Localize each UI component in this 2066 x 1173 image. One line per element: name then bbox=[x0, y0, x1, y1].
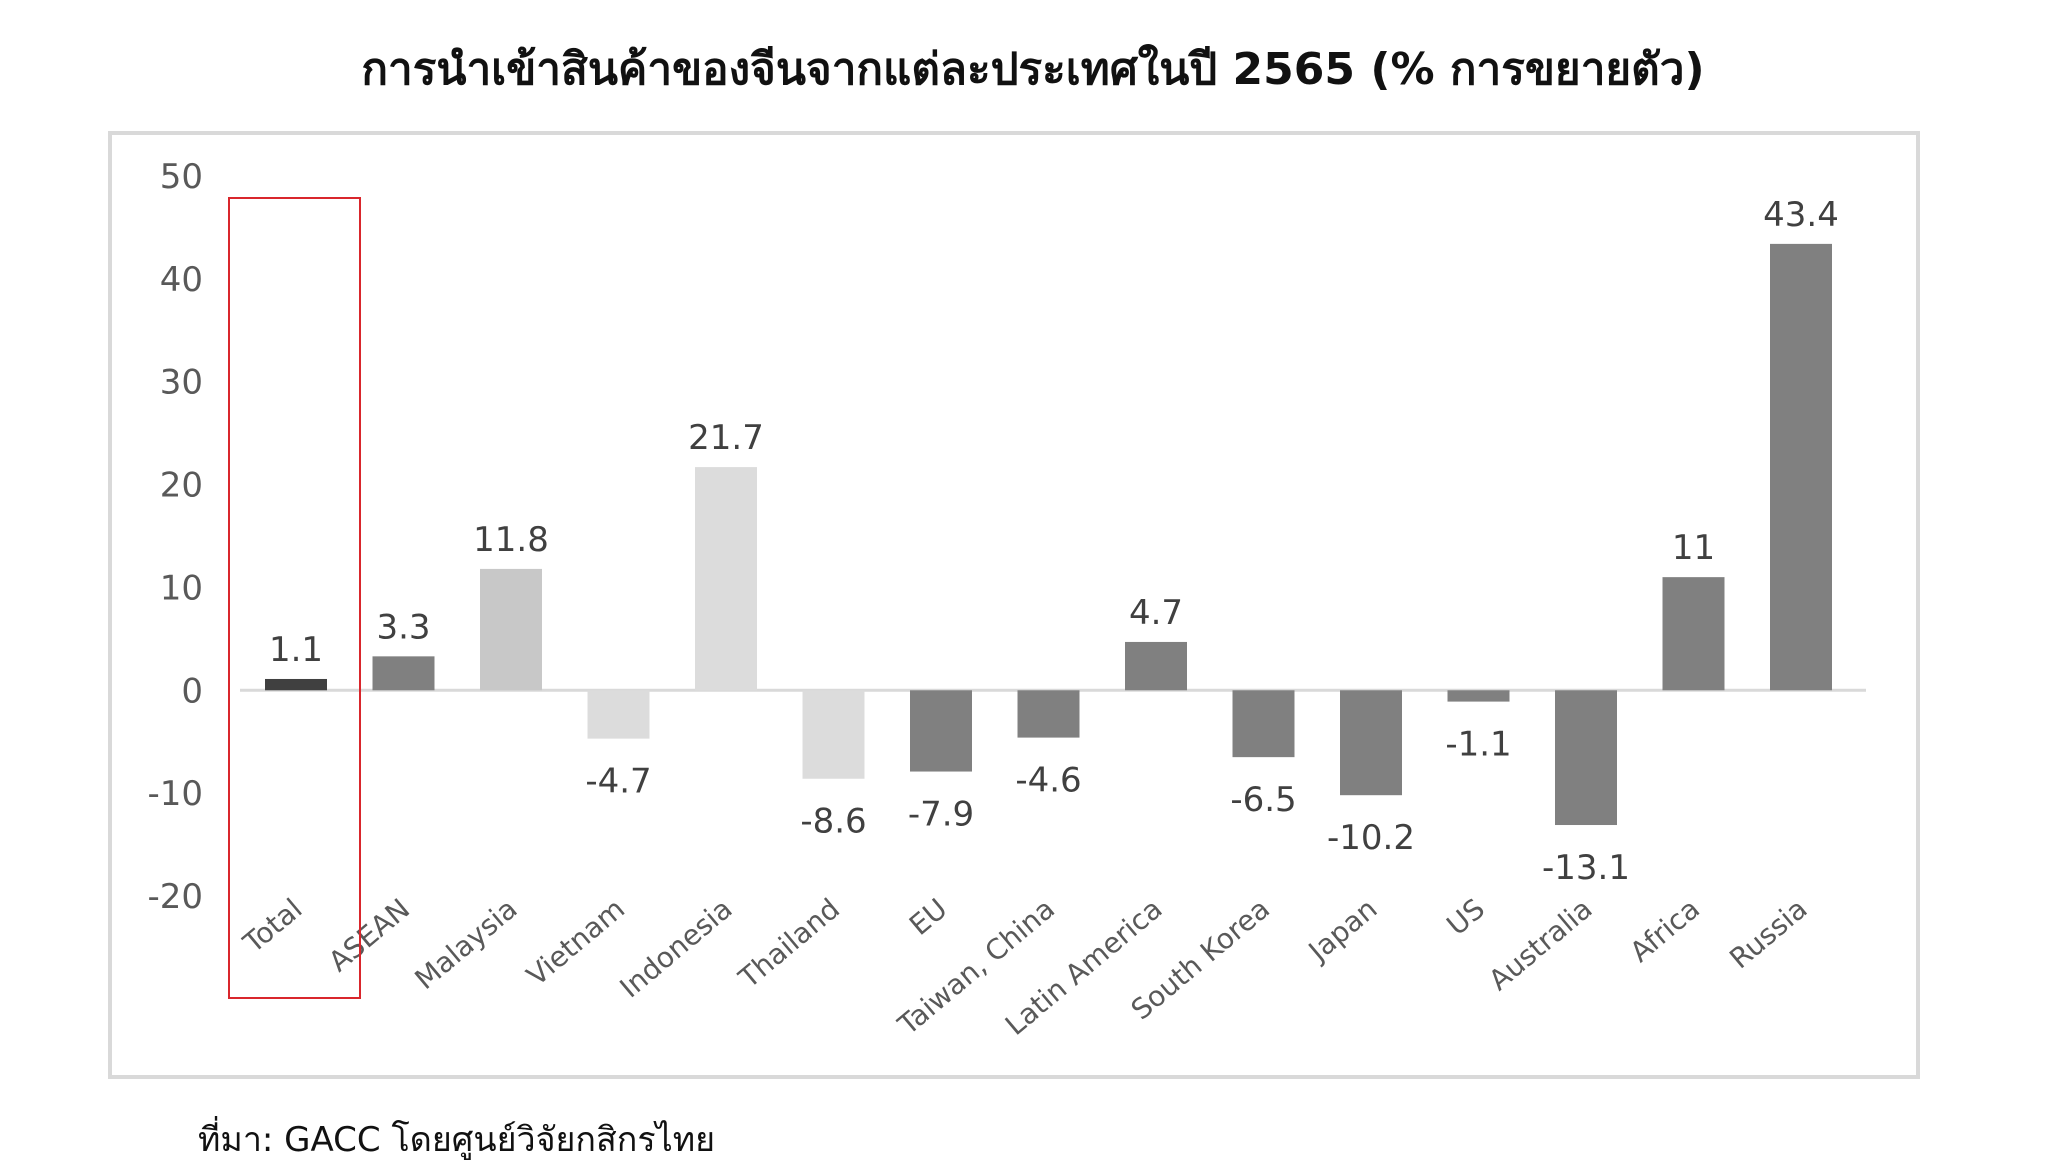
y-tick-label: 20 bbox=[160, 466, 203, 506]
data-label: 11.8 bbox=[473, 520, 549, 560]
bar bbox=[1447, 690, 1510, 702]
bar bbox=[695, 467, 757, 691]
x-tick-label: US bbox=[1440, 892, 1491, 942]
data-label: -6.5 bbox=[1230, 780, 1296, 820]
data-label: 4.7 bbox=[1129, 593, 1183, 633]
x-tick-label: Australia bbox=[1482, 892, 1598, 997]
bar bbox=[1232, 690, 1295, 758]
x-tick-label: EU bbox=[903, 892, 953, 942]
data-label: 43.4 bbox=[1763, 195, 1839, 235]
bar bbox=[265, 678, 327, 691]
data-label: -10.2 bbox=[1327, 818, 1415, 858]
data-label: 11 bbox=[1672, 528, 1715, 568]
bar bbox=[1555, 690, 1617, 826]
data-label: 21.7 bbox=[688, 418, 764, 458]
source-note: ที่มา: GACC โดยศูนย์วิจัยกสิกรไทย bbox=[198, 1120, 716, 1160]
y-tick-label: 50 bbox=[160, 157, 203, 197]
data-label: -1.1 bbox=[1445, 725, 1511, 765]
x-tick-label: ASEAN bbox=[322, 892, 416, 978]
data-label: -13.1 bbox=[1542, 848, 1630, 888]
y-tick-label: -20 bbox=[147, 877, 203, 917]
bar bbox=[587, 690, 650, 739]
y-tick-label: 40 bbox=[160, 260, 203, 300]
highlight-box bbox=[228, 197, 361, 999]
bar bbox=[1017, 690, 1080, 738]
x-tick-label: Malaysia bbox=[409, 892, 524, 996]
bar bbox=[372, 656, 435, 691]
bar bbox=[802, 690, 865, 779]
bar bbox=[1770, 243, 1832, 691]
bar bbox=[1125, 641, 1187, 691]
x-tick-label: Indonesia bbox=[614, 892, 739, 1004]
data-label: -4.6 bbox=[1015, 761, 1081, 801]
y-tick-label: 10 bbox=[160, 568, 203, 608]
x-tick-label: Total bbox=[236, 892, 308, 960]
chart-title: การนำเข้าสินค้าของจีนจากแต่ละประเทศในปี … bbox=[361, 44, 1705, 95]
x-tick-label: Russia bbox=[1723, 892, 1813, 975]
x-tick-label: Thailand bbox=[732, 892, 846, 995]
x-tick-label: Africa bbox=[1624, 892, 1706, 969]
y-tick-label: -10 bbox=[147, 774, 203, 814]
bar bbox=[910, 690, 972, 772]
data-label: -7.9 bbox=[908, 795, 974, 835]
data-label: 3.3 bbox=[376, 607, 430, 647]
data-label: 1.1 bbox=[269, 630, 323, 670]
y-tick-label: 0 bbox=[181, 671, 203, 711]
chart-frame bbox=[108, 131, 1920, 1079]
y-tick-label: 30 bbox=[160, 363, 203, 403]
x-tick-label: Japan bbox=[1301, 892, 1384, 969]
data-label: -8.6 bbox=[800, 802, 866, 842]
bar bbox=[1662, 577, 1725, 691]
bar bbox=[1340, 690, 1402, 796]
data-label: -4.7 bbox=[585, 762, 651, 802]
bar bbox=[480, 568, 542, 691]
